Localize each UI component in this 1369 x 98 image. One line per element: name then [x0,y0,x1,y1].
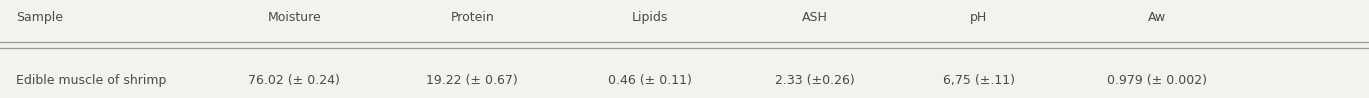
Text: Sample: Sample [16,11,63,24]
Text: Protein: Protein [450,11,494,24]
Text: 0.979 (± 0.002): 0.979 (± 0.002) [1106,74,1207,87]
Text: 0.46 (± 0.11): 0.46 (± 0.11) [608,74,693,87]
Text: ASH: ASH [802,11,827,24]
Text: Lipids: Lipids [632,11,668,24]
Text: Aw: Aw [1147,11,1166,24]
Text: 76.02 (± 0.24): 76.02 (± 0.24) [248,74,341,87]
Text: 2.33 (±0.26): 2.33 (±0.26) [775,74,854,87]
Text: Edible muscle of shrimp: Edible muscle of shrimp [16,74,167,87]
Text: pH: pH [971,11,987,24]
Text: 19.22 (± 0.67): 19.22 (± 0.67) [426,74,519,87]
Text: Moisture: Moisture [267,11,322,24]
Text: 6,75 (±.11): 6,75 (±.11) [943,74,1014,87]
